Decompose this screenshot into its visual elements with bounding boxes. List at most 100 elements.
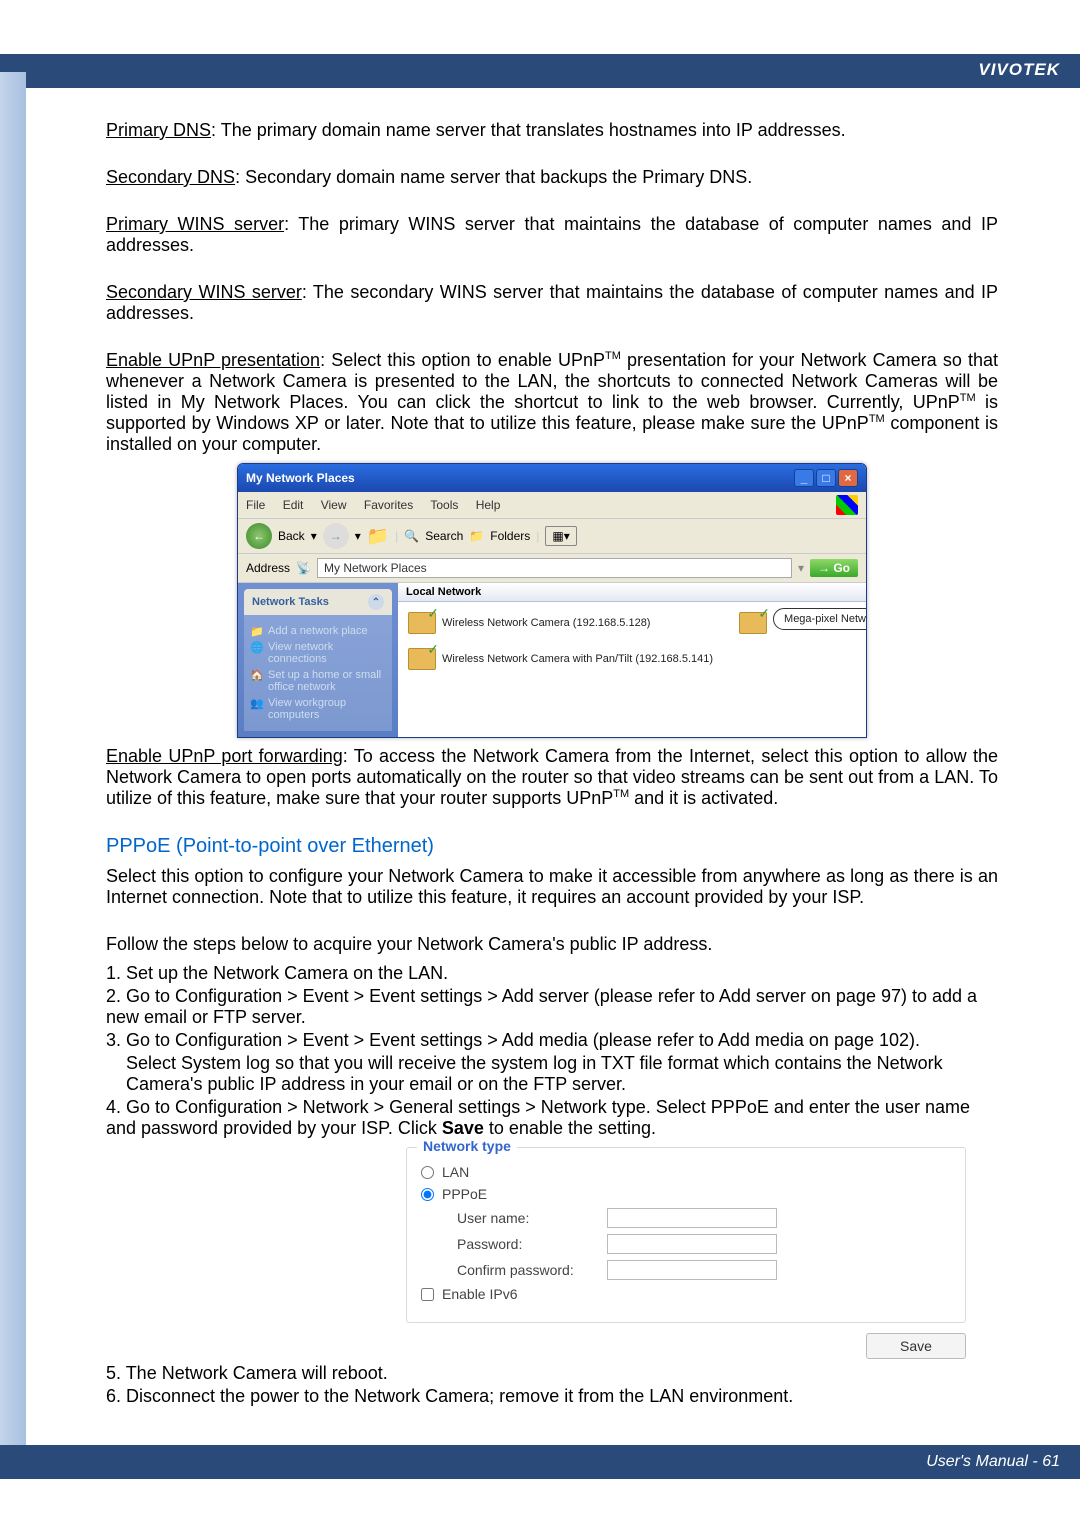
tm1: TM [605, 350, 621, 362]
confirm-input[interactable] [607, 1260, 777, 1280]
network-type-fieldset: Network type LAN PPPoE User name: Passwo… [406, 1147, 966, 1323]
xp-main: Local Network Wireless Network Camera (1… [398, 583, 866, 737]
view-button[interactable]: ▦▾ [545, 526, 576, 546]
task-view-connections[interactable]: 🌐View network connections [250, 641, 386, 665]
primary-dns-text: : The primary domain name server that tr… [211, 120, 846, 140]
primary-dns-label: Primary DNS [106, 120, 211, 140]
username-label: User name: [457, 1210, 607, 1226]
enable-upnp-label: Enable UPnP presentation [106, 350, 320, 370]
connections-icon: 🌐 [250, 641, 264, 655]
step4-save-bold: Save [442, 1118, 484, 1138]
network-item-2[interactable]: Wireless Network Camera with Pan/Tilt (1… [408, 648, 713, 670]
lan-label: LAN [442, 1164, 469, 1180]
header-bar [0, 54, 1080, 88]
workgroup-icon: 👥 [250, 697, 264, 711]
step-3-2: Select System log so that you will recei… [106, 1053, 998, 1095]
xp-menubar: File Edit View Favorites Tools Help [238, 492, 866, 519]
menu-tools[interactable]: Tools [430, 498, 458, 512]
step-6: 6. Disconnect the power to the Network C… [106, 1386, 998, 1407]
minimize-button[interactable]: _ [794, 469, 814, 487]
camera-icon [408, 612, 436, 634]
network-type-form: Network type LAN PPPoE User name: Passwo… [406, 1147, 966, 1359]
footer-text: User's Manual - 61 [926, 1453, 1060, 1471]
ipv6-label: Enable IPv6 [442, 1286, 518, 1302]
menu-edit[interactable]: Edit [283, 498, 304, 512]
ipv6-row: Enable IPv6 [421, 1286, 951, 1302]
step-1: 1. Set up the Network Camera on the LAN. [106, 963, 998, 984]
brand-label: VIVOTEK [978, 60, 1060, 80]
network-places-icon: 📡 [296, 561, 311, 575]
xp-sidebar: Network Tasks ⌃ 📁Add a network place 🌐Vi… [238, 583, 398, 737]
folders-label: Folders [490, 529, 530, 543]
password-row: Password: [457, 1234, 951, 1254]
address-dropdown-icon[interactable]: ▾ [798, 561, 804, 575]
pppoe-radio[interactable] [421, 1188, 434, 1201]
step-4: 4. Go to Configuration > Network > Gener… [106, 1097, 998, 1139]
camera-icon [739, 612, 767, 634]
up-button[interactable]: 📁 [367, 526, 389, 547]
item2-label: Wireless Network Camera with Pan/Tilt (1… [442, 653, 713, 665]
back-label: Back [278, 529, 305, 543]
footer-bar [0, 1445, 1080, 1479]
maximize-button[interactable]: □ [816, 469, 836, 487]
network-item-1[interactable]: Wireless Network Camera (192.168.5.128) [408, 612, 713, 634]
item1-label: Wireless Network Camera (192.168.5.128) [442, 617, 650, 629]
secondary-wins-label: Secondary WINS server [106, 282, 302, 302]
secondary-dns-label: Secondary DNS [106, 167, 235, 187]
xp-addressbar: Address 📡 My Network Places ▾ → Go [238, 554, 866, 583]
menu-file[interactable]: File [246, 498, 265, 512]
forward-button[interactable]: → [323, 523, 349, 549]
callout-label: Mega-pixel Network Camera (192.168.5.151… [773, 608, 867, 630]
network-type-legend: Network type [417, 1138, 517, 1154]
enable-upnp-text-1: : Select this option to enable UPnP [320, 350, 605, 370]
enable-port-label: Enable UPnP port forwarding [106, 746, 343, 766]
xp-title-text: My Network Places [246, 471, 355, 485]
setup-network-icon: 🏠 [250, 669, 264, 683]
task-view-workgroup[interactable]: 👥View workgroup computers [250, 697, 386, 721]
network-tasks-header[interactable]: Network Tasks ⌃ [244, 589, 392, 615]
toolbar-divider2: | [536, 529, 539, 543]
side-strip [0, 72, 26, 1457]
toolbar-sep1: ▾ [311, 529, 317, 543]
save-button[interactable]: Save [866, 1333, 966, 1359]
password-input[interactable] [607, 1234, 777, 1254]
xp-window-controls: _ □ × [794, 469, 858, 487]
menu-favorites[interactable]: Favorites [364, 498, 413, 512]
menu-help[interactable]: Help [476, 498, 501, 512]
search-icon[interactable]: 🔍 [404, 529, 419, 543]
lan-radio[interactable] [421, 1166, 434, 1179]
pppoe-row: PPPoE [421, 1186, 951, 1202]
follow-steps: Follow the steps below to acquire your N… [106, 934, 998, 955]
task-add-place[interactable]: 📁Add a network place [250, 625, 386, 637]
add-place-icon: 📁 [250, 625, 264, 639]
folders-icon[interactable]: 📁 [469, 529, 484, 543]
network-tasks-title: Network Tasks [252, 596, 329, 608]
search-label: Search [425, 529, 463, 543]
lan-row: LAN [421, 1164, 951, 1180]
steps-list-2: 5. The Network Camera will reboot. 6. Di… [106, 1363, 998, 1407]
network-item-3[interactable]: Mega-pixel Network Camera (192.168.5.151… [739, 612, 767, 634]
back-button[interactable]: ← [246, 523, 272, 549]
step-5: 5. The Network Camera will reboot. [106, 1363, 998, 1384]
confirm-label: Confirm password: [457, 1262, 607, 1278]
ipv6-checkbox[interactable] [421, 1288, 434, 1301]
close-button[interactable]: × [838, 469, 858, 487]
camera-icon [408, 648, 436, 670]
xp-titlebar: My Network Places _ □ × [238, 464, 866, 492]
task-setup-network[interactable]: 🏠Set up a home or small office network [250, 669, 386, 693]
password-label: Password: [457, 1236, 607, 1252]
xp-items: Wireless Network Camera (192.168.5.128) … [398, 602, 866, 680]
step-3-1: 3. Go to Configuration > Event > Event s… [106, 1030, 998, 1051]
pppoe-text: Select this option to configure your Net… [106, 866, 998, 908]
xp-item-col: Wireless Network Camera (192.168.5.128) … [408, 612, 713, 670]
network-tasks-list: 📁Add a network place 🌐View network conne… [244, 615, 392, 731]
pppoe-label: PPPoE [442, 1186, 487, 1202]
username-input[interactable] [607, 1208, 777, 1228]
address-field[interactable]: My Network Places [317, 558, 792, 578]
step-2: 2. Go to Configuration > Event > Event s… [106, 986, 998, 1028]
collapse-icon[interactable]: ⌃ [368, 594, 384, 610]
menu-view[interactable]: View [321, 498, 347, 512]
pppoe-title: PPPoE (Point-to-point over Ethernet) [106, 835, 998, 858]
username-row: User name: [457, 1208, 951, 1228]
go-button[interactable]: → Go [810, 559, 858, 577]
